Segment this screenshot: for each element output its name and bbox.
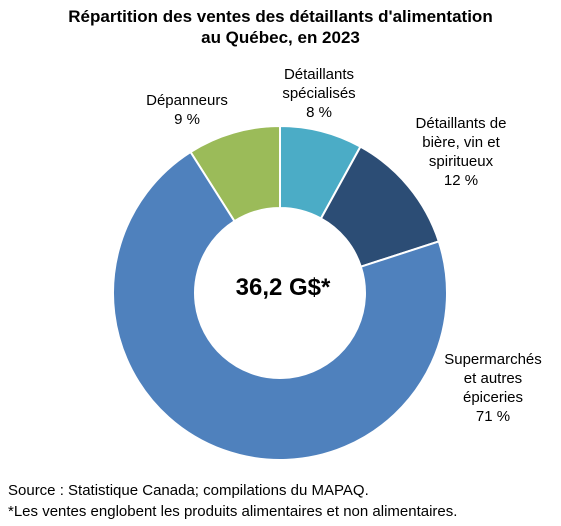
slice-label-line: spécialisés bbox=[282, 85, 356, 102]
chart-notes: Source : Statistique Canada; compilation… bbox=[8, 480, 457, 522]
slice-label-specialises: Détaillants spécialisés 8 % bbox=[282, 65, 355, 122]
slice-label-line: bière, vin et bbox=[422, 134, 500, 151]
donut-center-total: 36,2 G$* bbox=[235, 274, 331, 301]
chart-title-line-2: au Québec, en 2023 bbox=[201, 28, 360, 47]
slice-label-line: Détaillants de bbox=[415, 115, 507, 132]
slice-label-line: Détaillants bbox=[283, 66, 355, 83]
chart-title: Répartition des ventes des détaillants d… bbox=[0, 6, 561, 48]
slice-label-line: Dépanneurs bbox=[146, 92, 228, 109]
footnote: *Les ventes englobent les produits alime… bbox=[8, 503, 458, 520]
slice-value-label: 71 % bbox=[475, 408, 511, 425]
slice-label-supermarches: Supermarchés et autres épiceries 71 % bbox=[444, 350, 542, 426]
slice-supermarches bbox=[112, 150, 448, 461]
slice-label-line: Supermarchés bbox=[444, 351, 542, 368]
chart-title-line-1: Répartition des ventes des détaillants d… bbox=[68, 7, 493, 26]
slice-label-depanneurs: Dépanneurs 9 % bbox=[146, 91, 228, 129]
slice-label-line: et autres bbox=[463, 370, 523, 387]
slice-value-label: 8 % bbox=[306, 104, 332, 121]
slice-value-label: 9 % bbox=[174, 111, 200, 128]
slice-value-label: 12 % bbox=[443, 172, 479, 189]
slice-label-line: épiceries bbox=[462, 389, 524, 406]
source-note: Source : Statistique Canada; compilation… bbox=[8, 482, 369, 499]
slice-label-line: spiritueux bbox=[428, 153, 494, 170]
slice-label-biere-vin: Détaillants de bière, vin et spiritueux … bbox=[416, 114, 507, 190]
